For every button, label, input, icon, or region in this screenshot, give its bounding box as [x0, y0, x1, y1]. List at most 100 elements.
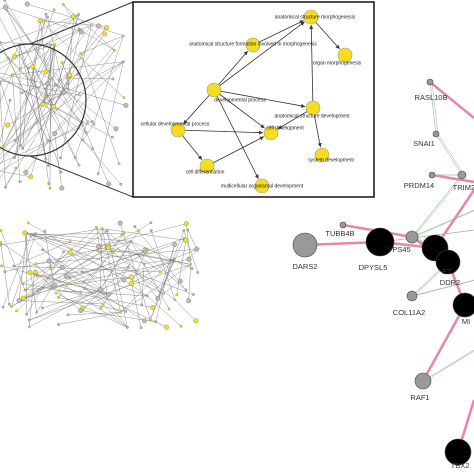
node — [106, 181, 112, 187]
node — [183, 237, 189, 243]
edge — [26, 232, 164, 294]
edge — [130, 241, 170, 310]
node — [92, 122, 96, 126]
edge — [49, 260, 145, 321]
node — [7, 303, 11, 306]
node — [67, 72, 73, 78]
node — [66, 82, 70, 86]
edge — [0, 122, 83, 172]
node — [46, 139, 50, 142]
node — [122, 231, 126, 235]
go-label: anatomical structure morphogenesis — [275, 14, 356, 20]
edge — [0, 61, 124, 151]
node — [78, 308, 84, 314]
node — [142, 318, 147, 324]
node — [96, 244, 102, 249]
edge — [431, 173, 474, 184]
node — [161, 292, 165, 295]
edge — [27, 3, 107, 28]
edge — [0, 48, 47, 97]
edge — [0, 121, 93, 164]
edge — [26, 232, 109, 247]
node — [16, 298, 22, 304]
edge — [120, 258, 175, 313]
node — [46, 15, 49, 19]
node — [142, 262, 146, 265]
node — [53, 83, 57, 86]
edge — [6, 9, 88, 122]
node — [121, 60, 125, 64]
node — [91, 147, 94, 151]
edge — [42, 249, 109, 295]
edge — [31, 234, 194, 295]
edge — [119, 223, 151, 320]
edge — [0, 78, 113, 138]
edge — [0, 74, 13, 103]
node — [73, 156, 77, 159]
node — [117, 162, 121, 165]
edge — [96, 227, 108, 295]
edge — [431, 81, 439, 135]
node — [18, 66, 22, 70]
node — [120, 233, 124, 237]
edge — [50, 230, 108, 270]
node — [172, 242, 178, 248]
edge — [134, 226, 187, 291]
edge — [14, 44, 55, 57]
edge — [0, 78, 52, 156]
edge — [22, 252, 71, 284]
node — [54, 291, 58, 295]
edge — [29, 289, 101, 328]
node — [84, 131, 88, 134]
node — [43, 229, 47, 233]
node — [122, 96, 126, 100]
node — [35, 274, 39, 278]
node — [113, 126, 119, 132]
edge — [413, 174, 465, 238]
edge — [80, 53, 120, 164]
gene-node — [426, 78, 434, 86]
edge — [206, 136, 265, 167]
gene-node — [414, 372, 432, 390]
edge — [411, 174, 463, 238]
edge — [141, 263, 145, 305]
edge — [131, 258, 175, 284]
go-label: cell differentiation — [186, 169, 225, 175]
node — [82, 280, 86, 284]
edge — [0, 80, 21, 146]
edge — [422, 349, 474, 382]
edge — [0, 24, 92, 64]
edge — [252, 20, 304, 46]
node — [186, 298, 192, 304]
edge — [19, 44, 21, 146]
edge — [61, 62, 69, 79]
edge — [63, 4, 115, 51]
edge — [379, 229, 474, 243]
edge — [31, 20, 41, 80]
edge — [413, 280, 474, 297]
node — [1, 305, 5, 309]
gene-label: MI — [462, 317, 470, 326]
node — [179, 324, 183, 328]
node — [154, 320, 158, 324]
node — [150, 305, 156, 311]
node — [4, 185, 7, 189]
edge — [11, 222, 152, 307]
node — [3, 0, 7, 2]
node — [66, 313, 70, 317]
edge — [83, 251, 115, 283]
node — [35, 311, 38, 314]
edge — [174, 299, 197, 321]
node — [164, 324, 170, 330]
node — [0, 243, 3, 247]
edge — [70, 25, 99, 77]
gene-label: TRIM29 — [453, 183, 474, 192]
edge — [0, 17, 80, 166]
node — [38, 18, 43, 24]
node — [21, 282, 25, 286]
edge — [55, 292, 128, 328]
node — [57, 296, 60, 299]
node — [77, 93, 81, 97]
node — [173, 298, 177, 302]
node — [90, 23, 93, 27]
